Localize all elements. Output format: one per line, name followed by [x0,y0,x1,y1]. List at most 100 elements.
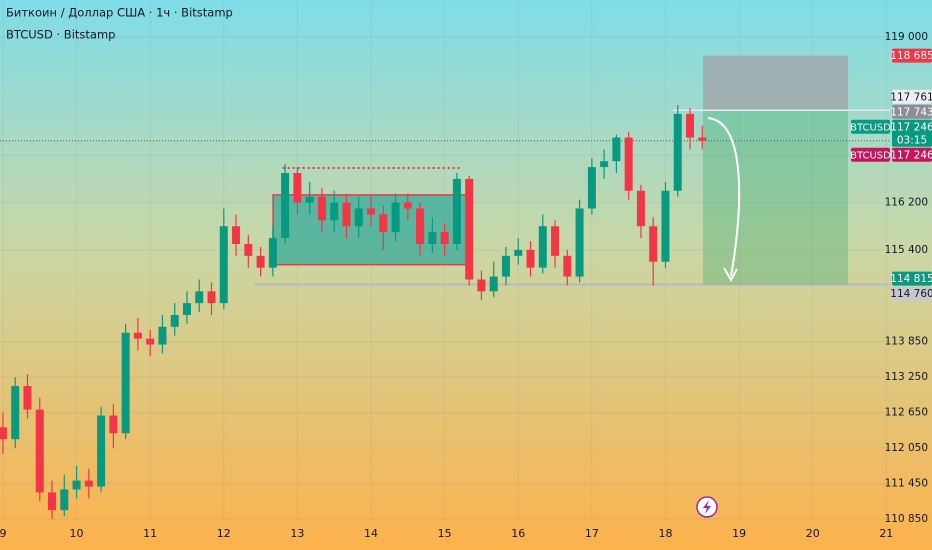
candle-body [489,276,498,292]
candle-body [391,202,400,233]
candle-body [48,492,57,511]
price-label: 117 743 [890,106,932,118]
candle-body [0,427,7,440]
y-tick-label: 113 250 [885,371,928,383]
y-tick-label: 111 450 [885,478,928,490]
x-tick-label: 16 [511,527,525,540]
price-label-box [892,119,932,147]
x-tick-label: 21 [879,527,893,540]
candle-body [686,113,695,138]
x-tick-label: 12 [217,527,231,540]
candle-body [379,214,388,233]
candle-body [84,480,93,487]
price-label-box [892,271,932,286]
candle-body [281,173,290,239]
candle-body [330,202,339,221]
candle-body [698,137,707,141]
candle-body [563,255,572,277]
x-tick-label: 9 [0,527,6,540]
symbol-tag-box [851,119,890,134]
overlay [696,117,741,518]
candle-body [501,255,510,277]
candle-body [452,178,461,244]
candle-body [440,232,449,244]
x-tick-label: 17 [585,527,599,540]
y-tick-label: 115 400 [885,244,928,256]
arrow [707,117,741,277]
price-label-countdown: 03:15 [897,134,927,146]
x-tick-label: 10 [70,527,84,540]
candle-body [60,489,69,511]
candle-body [612,137,621,162]
y-tick-label: 116 200 [885,197,928,209]
candle-body [428,232,437,244]
symbol-tag: BTCUSD [850,150,891,161]
symbol-tag-box [851,147,890,162]
candle-body [587,167,596,209]
candle-body [133,332,142,339]
y-tick-label: 112 050 [885,442,928,454]
arrow-head [723,267,738,283]
price-label-box [892,89,932,104]
candle-body [182,303,191,315]
candle-body [551,226,560,256]
price-label-box [892,104,932,119]
y-tick-label: 110 850 [885,513,928,525]
candle-body [477,279,486,292]
y-tick-label: 112 650 [885,407,928,419]
x-tick-label: 11 [143,527,157,540]
symbol-tag: BTCUSD [850,122,891,133]
chart-subtitle: BTCUSD · Bitstamp [6,28,115,42]
candle-body [146,338,155,345]
candle-body [416,208,425,244]
y-tick-label: 113 850 [885,336,928,348]
candle-body [170,314,179,327]
x-tick-label: 15 [438,527,452,540]
candle-body [97,415,106,487]
candle-body [72,480,81,490]
candle-body [514,249,523,256]
x-tick-label: 20 [806,527,820,540]
x-tick-label: 13 [290,527,304,540]
price-label: 118 685 [890,50,932,62]
candles [0,104,707,520]
candle-body [109,415,118,434]
event-icon-bolt [703,500,711,514]
candle-body [673,113,682,191]
x-tick-label: 14 [364,527,378,540]
candle-body [317,196,326,221]
candle-body [207,291,216,304]
candle-body [465,178,474,280]
price-label-box [892,286,932,301]
x-tick-label: 18 [658,527,672,540]
candle-body [342,202,351,227]
candle-body [158,326,167,345]
candle-body [11,385,20,440]
candle-body [354,208,363,227]
candle-body [23,385,32,410]
candle-body [244,243,253,256]
price-label: 114 815 [890,273,932,285]
candle-body [232,226,241,244]
price-label: 117 246 [890,149,932,161]
candle-body [35,409,44,493]
y-tick-label: 119 000 [885,31,928,43]
candle-body [268,238,277,268]
candle-body [538,226,547,268]
candle-body [219,226,228,304]
candle-body [600,161,609,168]
candle-body [636,190,645,227]
price-label-box [892,48,932,63]
candle-body [575,208,584,277]
candle-body [649,226,658,262]
candle-body [121,332,130,434]
target-zone [703,110,849,285]
candle-body [256,255,265,268]
price-label-box [892,147,932,162]
x-tick-label: 19 [732,527,746,540]
price-label: 117 761 [890,91,932,103]
price-label: 117 246 [890,121,932,133]
